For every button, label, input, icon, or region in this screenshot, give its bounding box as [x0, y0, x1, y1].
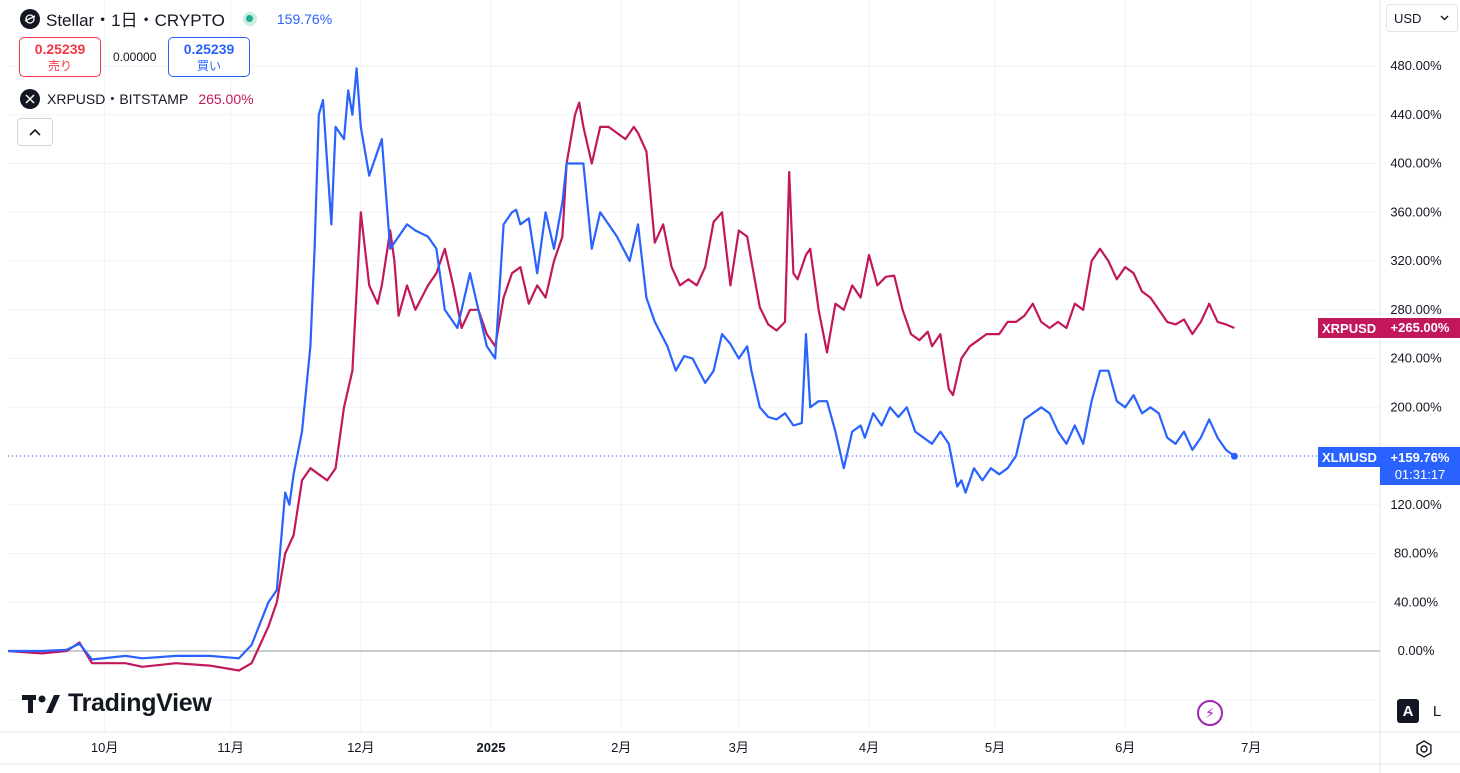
series-line-xrpusd[interactable]: [7, 101, 1235, 672]
buy-label: 買い: [196, 59, 221, 73]
compare-symbol-label[interactable]: XRPUSD・BITSTAMP: [47, 91, 189, 107]
x-tick-label: 11月: [217, 740, 244, 755]
last-point-marker: [1230, 452, 1238, 460]
series-line-xlmusd[interactable]: [8, 67, 1236, 661]
y-tick-label: 440.00%: [1390, 107, 1442, 122]
x-tick-label: 7月: [1241, 740, 1261, 755]
auto-scale-button[interactable]: A: [1397, 699, 1419, 723]
x-tick-label: 2025: [477, 740, 506, 755]
symbol-title[interactable]: Stellar・1日・CRYPTO: [46, 11, 225, 30]
x-tick-label: 2月: [611, 740, 631, 755]
xlm-value: +159.76%: [1390, 450, 1450, 465]
sell-button[interactable]: 0.25239 売り: [19, 37, 101, 77]
y-tick-label: 120.00%: [1390, 497, 1442, 512]
y-tick-label: 40.00%: [1394, 594, 1439, 609]
market-status-icon[interactable]: [242, 11, 257, 26]
time-axis[interactable]: 10月 11月 12月 2025 2月 3月 4月 5月 6月 7月: [91, 740, 1261, 755]
xlm-symbol-tag: XLMUSD: [1318, 447, 1381, 467]
lightning-icon[interactable]: ⚡: [1197, 700, 1223, 726]
y-tick-label: 240.00%: [1390, 351, 1442, 366]
chevron-down-icon: [1440, 15, 1449, 21]
x-tick-label: 12月: [347, 740, 374, 755]
series-lines: [7, 67, 1238, 672]
spread-value: 0.00000: [113, 50, 157, 64]
y-tick-label: 0.00%: [1398, 643, 1435, 658]
xrp-logo-icon: [20, 89, 40, 109]
y-tick-label: 280.00%: [1390, 302, 1442, 317]
y-tick-label: 80.00%: [1394, 546, 1439, 561]
y-tick-label: 320.00%: [1390, 253, 1442, 268]
y-tick-label: 400.00%: [1390, 156, 1442, 171]
grid-lines: [8, 0, 1380, 732]
main-legend: Stellar・1日・CRYPTO 159.76%: [20, 6, 332, 31]
buy-price: 0.25239: [183, 41, 235, 57]
tradingview-logo-icon: [22, 694, 60, 713]
price-axis[interactable]: 0.00% 40.00% 80.00% 120.00% 200.00% 240.00% 28…: [1390, 58, 1442, 658]
buy-button[interactable]: 0.25239 買い: [168, 37, 250, 77]
settings-gear-icon[interactable]: [1414, 739, 1434, 759]
log-scale-button[interactable]: L: [1432, 702, 1442, 720]
x-tick-label: 5月: [985, 740, 1005, 755]
sell-label: 売り: [47, 59, 72, 73]
y-tick-label: 480.00%: [1390, 58, 1442, 73]
compare-legend[interactable]: XRPUSD・BITSTAMP 265.00%: [20, 89, 254, 109]
x-tick-label: 6月: [1115, 740, 1135, 755]
sell-price: 0.25239: [34, 41, 86, 57]
xrp-value-tag: +265.00%: [1380, 318, 1460, 338]
tradingview-logo[interactable]: TradingView: [22, 689, 212, 718]
tradingview-logo-text: TradingView: [68, 689, 212, 717]
currency-value: USD: [1394, 10, 1422, 26]
y-tick-label: 360.00%: [1390, 204, 1442, 219]
bar-countdown: 01:31:17: [1394, 467, 1446, 482]
main-change-percent: 159.76%: [276, 10, 333, 27]
chevron-up-icon: [29, 128, 41, 136]
xrp-symbol-tag: XRPUSD: [1318, 318, 1381, 338]
stellar-logo-icon: [20, 8, 40, 29]
compare-change-percent: 265.00%: [198, 91, 254, 107]
x-tick-label: 4月: [859, 740, 879, 755]
x-tick-label: 3月: [729, 740, 749, 755]
xlm-value-tag: +159.76% 01:31:17: [1380, 447, 1460, 485]
x-tick-label: 10月: [91, 740, 118, 755]
y-tick-label: 200.00%: [1390, 399, 1442, 414]
collapse-legend-button[interactable]: [17, 118, 53, 146]
currency-select[interactable]: USD: [1386, 4, 1458, 32]
